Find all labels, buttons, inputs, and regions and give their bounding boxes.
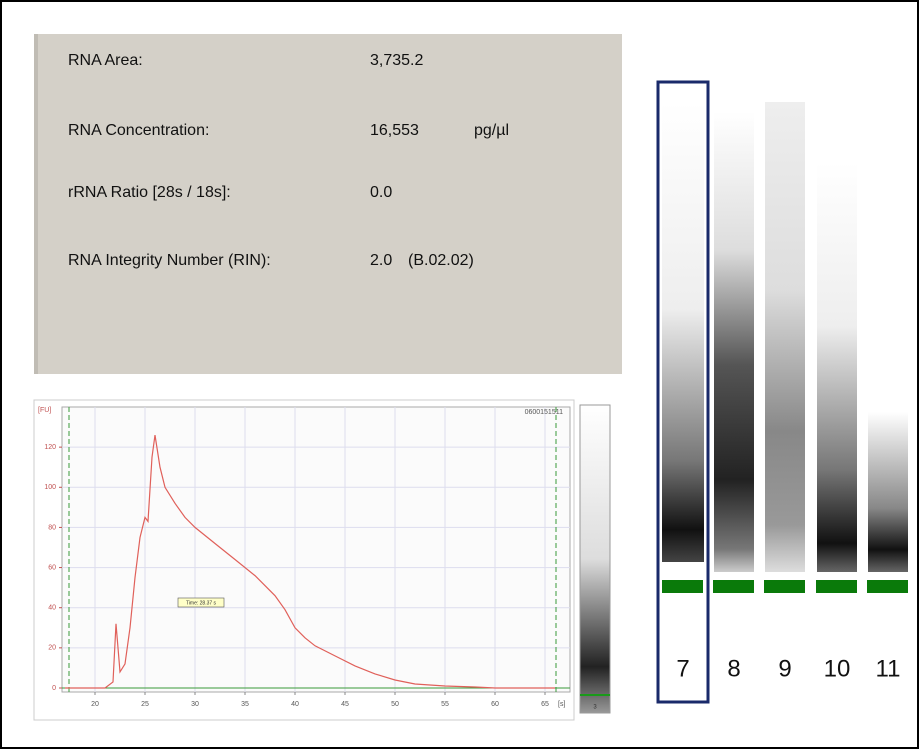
y-axis-label: [FU] <box>38 407 51 414</box>
y-tick-label: 20 <box>48 645 56 652</box>
gel-lane <box>662 102 704 562</box>
x-axis-label: [s] <box>558 701 565 708</box>
lane-label: 9 <box>778 655 791 682</box>
lane-marker <box>662 580 703 593</box>
lane-marker <box>713 580 754 593</box>
gel-lane <box>714 112 754 572</box>
gel-lane <box>765 102 805 572</box>
x-tick-label: 30 <box>191 701 199 708</box>
lane-label: 11 <box>876 655 901 682</box>
x-tick-label: 40 <box>291 701 299 708</box>
window: RNA Area:3,735.2RNA Concentration:16,553… <box>0 0 919 749</box>
x-tick-label: 65 <box>541 701 549 708</box>
x-tick-label: 35 <box>241 701 249 708</box>
gel-strip <box>580 405 610 713</box>
y-tick-label: 80 <box>48 524 56 531</box>
x-tick-label: 60 <box>491 701 499 708</box>
lane-marker <box>867 580 908 593</box>
lane-marker <box>764 580 805 593</box>
lane-label: 8 <box>727 655 740 682</box>
x-tick-label: 25 <box>141 701 149 708</box>
lane-marker <box>816 580 857 593</box>
x-tick-label: 50 <box>391 701 399 708</box>
x-tick-label: 45 <box>341 701 349 708</box>
y-tick-label: 0 <box>52 685 56 692</box>
y-tick-label: 100 <box>44 484 56 491</box>
x-tick-label: 20 <box>91 701 99 708</box>
lane-label: 10 <box>824 655 851 682</box>
annotation: Time: 28.37 s <box>186 600 217 606</box>
lane-label: 7 <box>676 655 689 682</box>
y-tick-label: 40 <box>48 605 56 612</box>
y-tick-label: 60 <box>48 564 56 571</box>
gel-lane <box>817 162 857 572</box>
chart: 3 78910110204060801001202025303540455055… <box>2 2 917 747</box>
chip-id: 0600151511 <box>525 409 564 416</box>
gel-lane <box>868 252 908 572</box>
y-tick-label: 120 <box>44 444 56 451</box>
x-tick-label: 55 <box>441 701 449 708</box>
